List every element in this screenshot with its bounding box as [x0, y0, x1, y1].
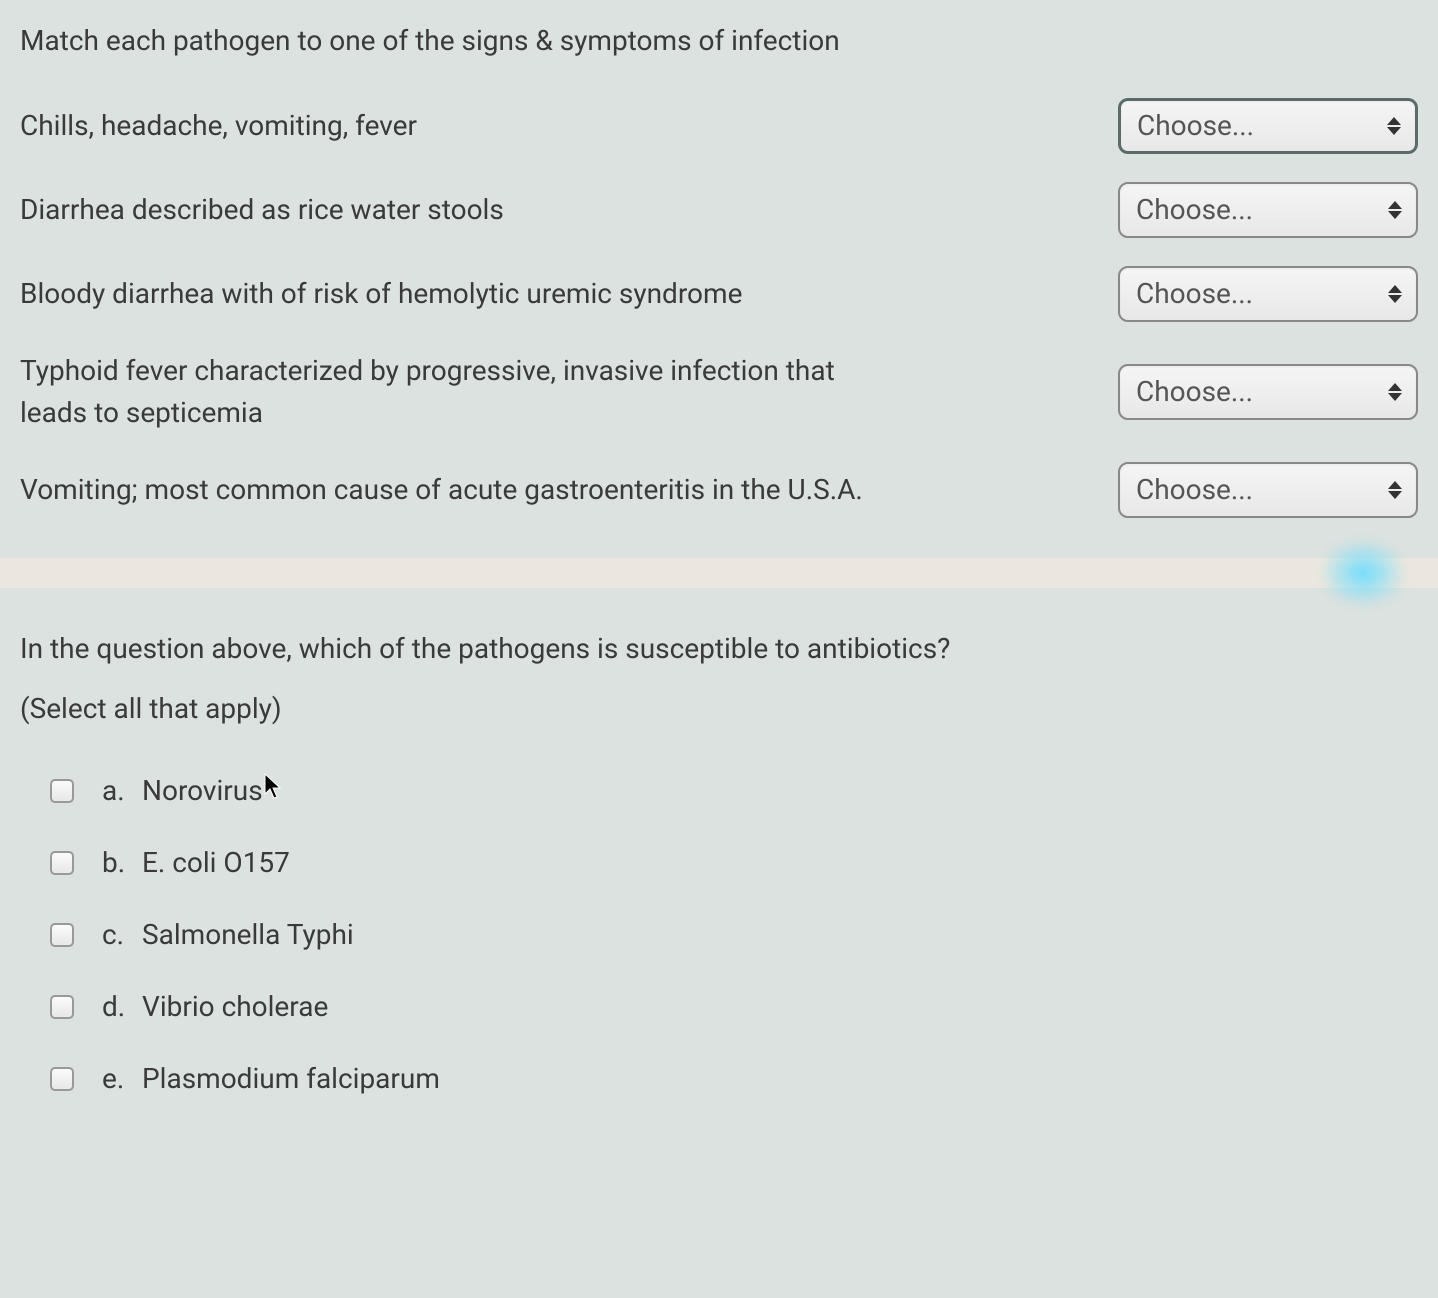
choose-dropdown[interactable]: Choose...: [1118, 98, 1418, 154]
updown-sort-icon: [1388, 201, 1402, 219]
match-label: Chills, headache, vomiting, fever: [20, 105, 920, 147]
lens-flare-glow: [1318, 538, 1408, 608]
select-wrap: Choose...: [1118, 266, 1418, 322]
updown-sort-icon: [1388, 285, 1402, 303]
choose-dropdown[interactable]: Choose...: [1118, 266, 1418, 322]
updown-sort-icon: [1388, 383, 1402, 401]
match-row: Bloody diarrhea with of risk of hemolyti…: [20, 266, 1418, 322]
option-row: e.Plasmodium falciparum: [50, 1058, 1418, 1100]
select-wrap: Choose...: [1118, 182, 1418, 238]
match-row: Chills, headache, vomiting, fever Choose.…: [20, 98, 1418, 154]
option-letter: c.: [102, 914, 142, 956]
updown-sort-icon: [1388, 481, 1402, 499]
choose-dropdown[interactable]: Choose...: [1118, 462, 1418, 518]
dropdown-placeholder: Choose...: [1136, 469, 1253, 511]
match-row: Typhoid fever characterized by progressi…: [20, 350, 1418, 434]
option-letter: a.: [102, 770, 142, 812]
match-label: Bloody diarrhea with of risk of hemolyti…: [20, 273, 920, 315]
select-wrap: Choose...: [1118, 98, 1418, 154]
match-label: Diarrhea described as rice water stools: [20, 189, 920, 231]
choose-dropdown[interactable]: Choose...: [1118, 182, 1418, 238]
match-label: Vomiting; most common cause of acute gas…: [20, 469, 920, 511]
select-wrap: Choose...: [1118, 462, 1418, 518]
select-wrap: Choose...: [1118, 364, 1418, 420]
option-checkbox[interactable]: [50, 851, 74, 875]
option-letter: d.: [102, 986, 142, 1028]
q2-instruction: (Select all that apply): [20, 688, 1418, 730]
match-row: Diarrhea described as rice water stools C…: [20, 182, 1418, 238]
option-label: E. coli O157: [142, 842, 1418, 884]
option-label: Vibrio cholerae: [142, 986, 1418, 1028]
dropdown-placeholder: Choose...: [1137, 105, 1254, 147]
q1-prompt: Match each pathogen to one of the signs …: [20, 20, 1418, 62]
option-row: c.Salmonella Typhi: [50, 914, 1418, 956]
match-container: Chills, headache, vomiting, fever Choose.…: [20, 98, 1418, 518]
option-checkbox[interactable]: [50, 779, 74, 803]
dropdown-placeholder: Choose...: [1136, 273, 1253, 315]
option-letter: b.: [102, 842, 142, 884]
updown-sort-icon: [1387, 117, 1401, 135]
match-label: Typhoid fever characterized by progressi…: [20, 350, 920, 434]
option-row: d.Vibrio cholerae: [50, 986, 1418, 1028]
option-letter: e.: [102, 1058, 142, 1100]
option-label: Salmonella Typhi: [142, 914, 1418, 956]
option-checkbox[interactable]: [50, 1067, 74, 1091]
section-divider: [0, 558, 1438, 588]
choose-dropdown[interactable]: Choose...: [1118, 364, 1418, 420]
option-checkbox[interactable]: [50, 995, 74, 1019]
options-container: a.Norovirusb.E. coli O157c.Salmonella Ty…: [20, 770, 1418, 1100]
option-row: a.Norovirus: [50, 770, 1418, 812]
q2-prompt: In the question above, which of the path…: [20, 628, 1418, 670]
option-label: Plasmodium falciparum: [142, 1058, 1418, 1100]
dropdown-placeholder: Choose...: [1136, 371, 1253, 413]
option-row: b.E. coli O157: [50, 842, 1418, 884]
dropdown-placeholder: Choose...: [1136, 189, 1253, 231]
option-checkbox[interactable]: [50, 923, 74, 947]
option-label: Norovirus: [142, 770, 1418, 812]
match-row: Vomiting; most common cause of acute gas…: [20, 462, 1418, 518]
